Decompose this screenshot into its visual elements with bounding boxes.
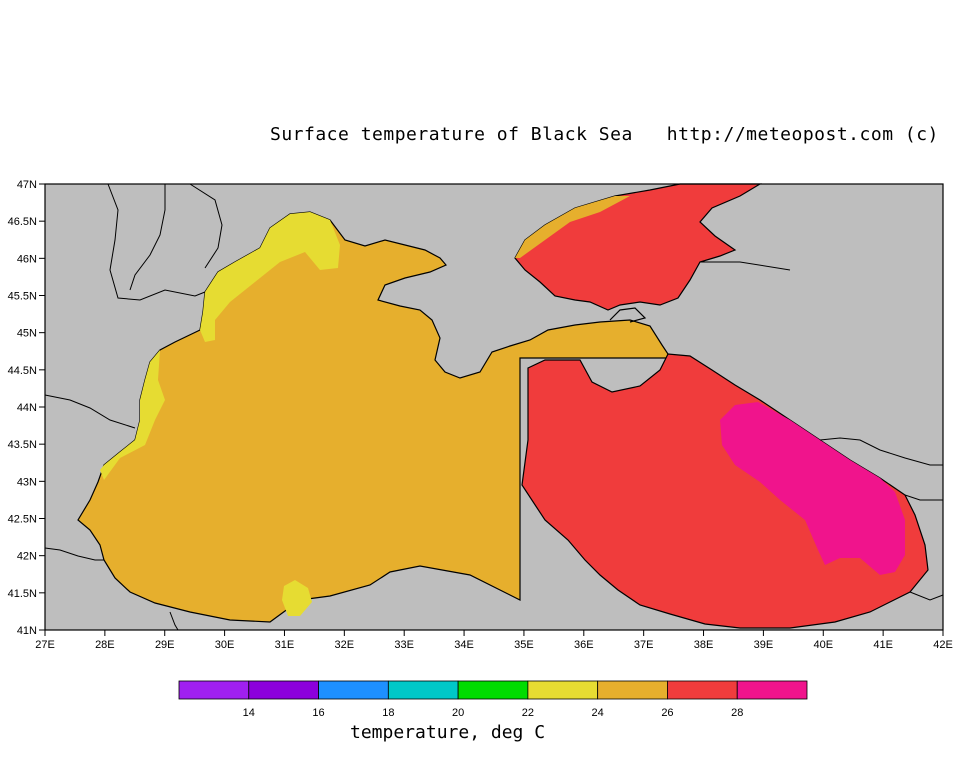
lon-tick-label: 28E	[95, 639, 115, 651]
colorbar-label: 24	[592, 707, 604, 719]
colorbar-swatch	[457, 680, 529, 700]
lat-tick-label: 44N	[17, 402, 37, 414]
lon-tick-label: 36E	[574, 639, 594, 651]
lat-tick-label: 42.5N	[8, 514, 37, 526]
sea-zone-22-24-west	[100, 350, 165, 480]
lat-tick-label: 41.5N	[8, 588, 37, 600]
lon-tick-label: 38E	[694, 639, 714, 651]
lat-tick-label: 41N	[17, 625, 37, 637]
lat-tick-label: 46.5N	[8, 216, 37, 228]
colorbar-label: 22	[522, 707, 534, 719]
lat-tick-label: 45N	[17, 328, 37, 340]
lon-tick-label: 29E	[155, 639, 175, 651]
colorbar-label: 18	[382, 707, 394, 719]
lon-tick-label: 37E	[634, 639, 654, 651]
lat-tick-label: 43N	[17, 476, 37, 488]
lon-tick-label: 34E	[454, 639, 474, 651]
colorbar-title: temperature, deg C	[350, 722, 546, 743]
lon-tick-label: 31E	[275, 639, 295, 651]
lon-tick-label: 40E	[813, 639, 833, 651]
lon-tick-label: 39E	[754, 639, 774, 651]
colorbar-label: 20	[452, 707, 464, 719]
sea-zone-24-26	[77, 211, 671, 623]
colorbar-swatch	[178, 680, 250, 700]
lon-tick-label: 41E	[873, 639, 893, 651]
lon-tick-label: 33E	[394, 639, 414, 651]
colorbar-label: 14	[243, 707, 255, 719]
colorbar-swatch	[597, 680, 668, 700]
latitude-axis: 47N 46.5N 46N 45.5N 45N 44.5N 44N 43.5N 43N 42.5N…	[8, 179, 45, 637]
colorbar-label: 28	[731, 707, 743, 719]
colorbar: 14 16 18 20 22 24 26 28	[178, 680, 808, 719]
lon-tick-label: 30E	[215, 639, 235, 651]
lon-tick-label: 42E	[933, 639, 953, 651]
colorbar-swatch	[248, 680, 319, 700]
lon-tick-label: 35E	[514, 639, 534, 651]
colorbar-swatch	[387, 680, 459, 700]
colorbar-swatch	[736, 680, 808, 700]
azov-sea-west-strip	[515, 196, 630, 258]
lat-tick-label: 45.5N	[8, 291, 37, 303]
colorbar-label: 26	[661, 707, 673, 719]
country-borders	[44, 183, 944, 631]
colorbar-swatch	[318, 680, 389, 700]
lat-tick-label: 42N	[17, 551, 37, 563]
longitude-axis: 27E 28E 29E 30E 31E 32E 33E 34E 35E 36E 37E 38E 39E 4…	[35, 630, 953, 651]
lon-tick-label: 32E	[335, 639, 355, 651]
lat-tick-label: 43.5N	[8, 439, 37, 451]
lat-tick-label: 46N	[17, 253, 37, 265]
lat-tick-label: 44.5N	[8, 365, 37, 377]
crimea-coastline	[609, 307, 647, 323]
lat-tick-label: 47N	[17, 179, 37, 191]
colorbar-swatch	[527, 680, 599, 700]
map-title: Surface temperature of Black Sea http://…	[270, 124, 939, 145]
lon-tick-label: 27E	[35, 639, 55, 651]
sea-zone-28-30	[720, 402, 905, 575]
colorbar-swatch	[667, 680, 738, 700]
sea-zone-22-24-nw	[200, 212, 340, 342]
colorbar-label: 16	[312, 707, 324, 719]
sea-zone-22-24-south	[282, 580, 312, 616]
